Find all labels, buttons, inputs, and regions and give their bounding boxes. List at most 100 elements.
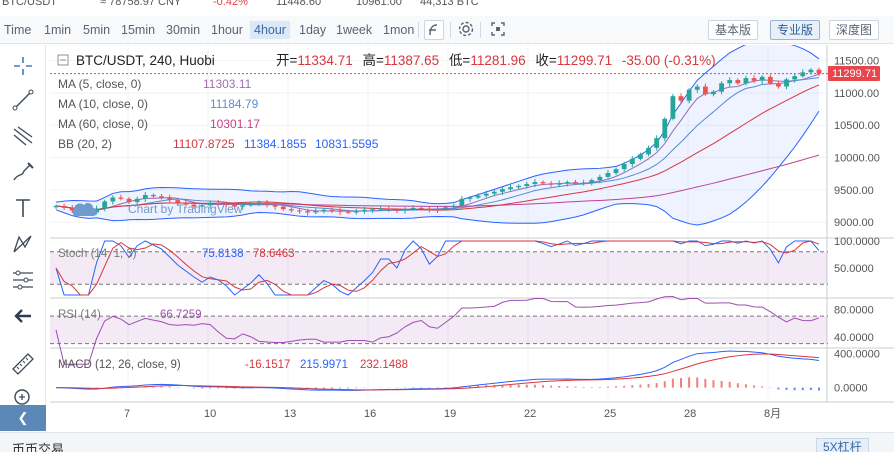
fullscreen-icon[interactable] — [488, 20, 508, 40]
chart-toolbar: Time 1min 5min 15min 30min 1hour 4hour 1… — [0, 16, 894, 44]
candle-body — [443, 207, 449, 210]
change-percent: -0.42% — [213, 0, 248, 8]
ma10-label[interactable]: MA (10, close, 0) — [58, 97, 148, 111]
ma60-label[interactable]: MA (60, close, 0) — [58, 117, 148, 131]
candle-body — [589, 180, 595, 183]
view-depth-button[interactable]: 深度图 — [829, 20, 880, 40]
chart-grid — [50, 45, 828, 397]
candlesticks — [50, 67, 828, 216]
settings-icon[interactable] — [456, 20, 476, 40]
x-tick-label: 10 — [204, 408, 216, 420]
candle-body — [167, 197, 173, 201]
ma10-value: 11184.79 — [210, 97, 259, 111]
candle-body — [410, 207, 416, 210]
view-basic-button[interactable]: 基本版 — [708, 20, 759, 40]
timeframe-1week[interactable]: 1week — [336, 23, 373, 37]
timeframe-1hour[interactable]: 1hour — [211, 23, 243, 37]
timeframe-1day[interactable]: 1day — [299, 23, 327, 37]
macd-histogram-bar — [542, 385, 545, 388]
high-24h: 11448.60 — [276, 0, 322, 8]
collapse-toolbar-button[interactable]: ❮ — [0, 405, 46, 431]
macd-histogram-bar — [347, 387, 350, 389]
macd-histogram-bar — [493, 384, 496, 388]
sub-legends: Stoch (14, 1, 3) 75.8138 78.6463 RSI (14… — [58, 248, 408, 371]
bb-basis-value: 11107.8725 — [173, 137, 235, 151]
view-pro-button[interactable]: 专业版 — [770, 20, 821, 40]
x-tick-label: 25 — [604, 408, 616, 420]
rsi-label[interactable]: RSI (14) — [58, 309, 101, 321]
rsi-line — [55, 295, 820, 365]
indicator-icon[interactable] — [424, 20, 444, 40]
candle-body — [678, 96, 684, 101]
macd-histogram-bar — [712, 380, 715, 388]
candle-body — [573, 182, 578, 184]
candle-body — [159, 196, 164, 198]
macd-histogram-bar — [688, 377, 691, 388]
macd-histogram-bar — [680, 378, 683, 388]
pane-separators — [50, 45, 894, 403]
macd-histogram-bar — [598, 386, 601, 388]
y-tick-label: 10500.00 — [834, 120, 880, 132]
x-tick-label: 8月 — [764, 408, 781, 420]
zoom-icon[interactable] — [8, 385, 38, 411]
back-arrow-icon[interactable] — [8, 303, 38, 329]
candle-body — [500, 189, 505, 192]
trend-line-icon[interactable] — [8, 87, 38, 113]
candle-body — [232, 204, 237, 207]
brush-icon[interactable] — [8, 159, 38, 185]
candle-body — [102, 201, 108, 209]
timeframe-1min[interactable]: 1min — [44, 23, 72, 37]
x-tick-label: 16 — [364, 408, 376, 420]
macd-label[interactable]: MACD (12, 26, close, 9) — [58, 359, 181, 371]
rsi-value: 66.7259 — [160, 309, 202, 321]
candle-body — [581, 182, 587, 184]
leverage-button[interactable]: 5X杠杆 — [816, 438, 869, 452]
price-chart[interactable]: 11500.00 11000.00 10500.00 10000.00 9500.00 9… — [50, 45, 894, 431]
macd-histogram-bar — [615, 386, 618, 388]
candle-body — [629, 158, 635, 164]
candle-body — [646, 147, 651, 155]
band-fill — [50, 316, 827, 344]
candle-body — [191, 204, 197, 207]
timeframe-time[interactable]: Time — [4, 23, 32, 37]
y-axis: 11500.00 11000.00 10500.00 10000.00 9500.00 9… — [834, 56, 880, 395]
stoch-label[interactable]: Stoch (14, 1, 3) — [58, 248, 137, 260]
bb-label[interactable]: BB (20, 2) — [58, 137, 112, 151]
candle-body — [711, 91, 716, 95]
candle-body — [215, 202, 221, 204]
x-tick-label: 7 — [124, 408, 130, 420]
ruler-icon[interactable] — [8, 349, 38, 375]
fork-icon[interactable] — [8, 123, 38, 149]
macd-histogram-bar — [314, 387, 317, 389]
fib-icon[interactable] — [8, 267, 38, 293]
timeframe-1mon[interactable]: 1mon — [383, 23, 415, 37]
legend-collapse-icon[interactable] — [57, 54, 69, 66]
candle-body — [183, 202, 189, 205]
macd-histogram-bar — [274, 387, 277, 389]
macd-histogram-bar — [452, 386, 455, 388]
candle-body — [702, 86, 708, 95]
candle-body — [459, 198, 465, 206]
bb-upper-value: 11384.1855 — [244, 137, 307, 151]
macd-histogram-bar — [761, 386, 764, 388]
chart-title: BTC/USDT, 240, Huobi — [76, 53, 215, 68]
ohlc-readout: 开=11334.71 高=11387.65 低=11281.96 收=11299… — [276, 52, 716, 68]
stoch-pane — [50, 240, 828, 296]
candle-body — [288, 209, 294, 211]
macd-histogram-bar — [606, 386, 609, 388]
timeframe-5min[interactable]: 5min — [83, 23, 111, 37]
timeframe-15min[interactable]: 15min — [121, 23, 156, 37]
candle-body — [394, 209, 400, 211]
ma5-label[interactable]: MA (5, close, 0) — [58, 77, 141, 91]
candle-body — [118, 197, 124, 199]
candle-body — [126, 198, 132, 203]
pattern-icon[interactable] — [8, 231, 38, 257]
macd-histogram-bar — [655, 383, 658, 388]
timeframe-4hour[interactable]: 4hour — [250, 21, 290, 39]
candle-body — [53, 205, 59, 208]
crosshair-icon[interactable] — [8, 53, 38, 79]
text-icon[interactable] — [8, 195, 38, 221]
timeframe-30min[interactable]: 30min — [166, 23, 201, 37]
stoch-d-line — [55, 240, 820, 296]
